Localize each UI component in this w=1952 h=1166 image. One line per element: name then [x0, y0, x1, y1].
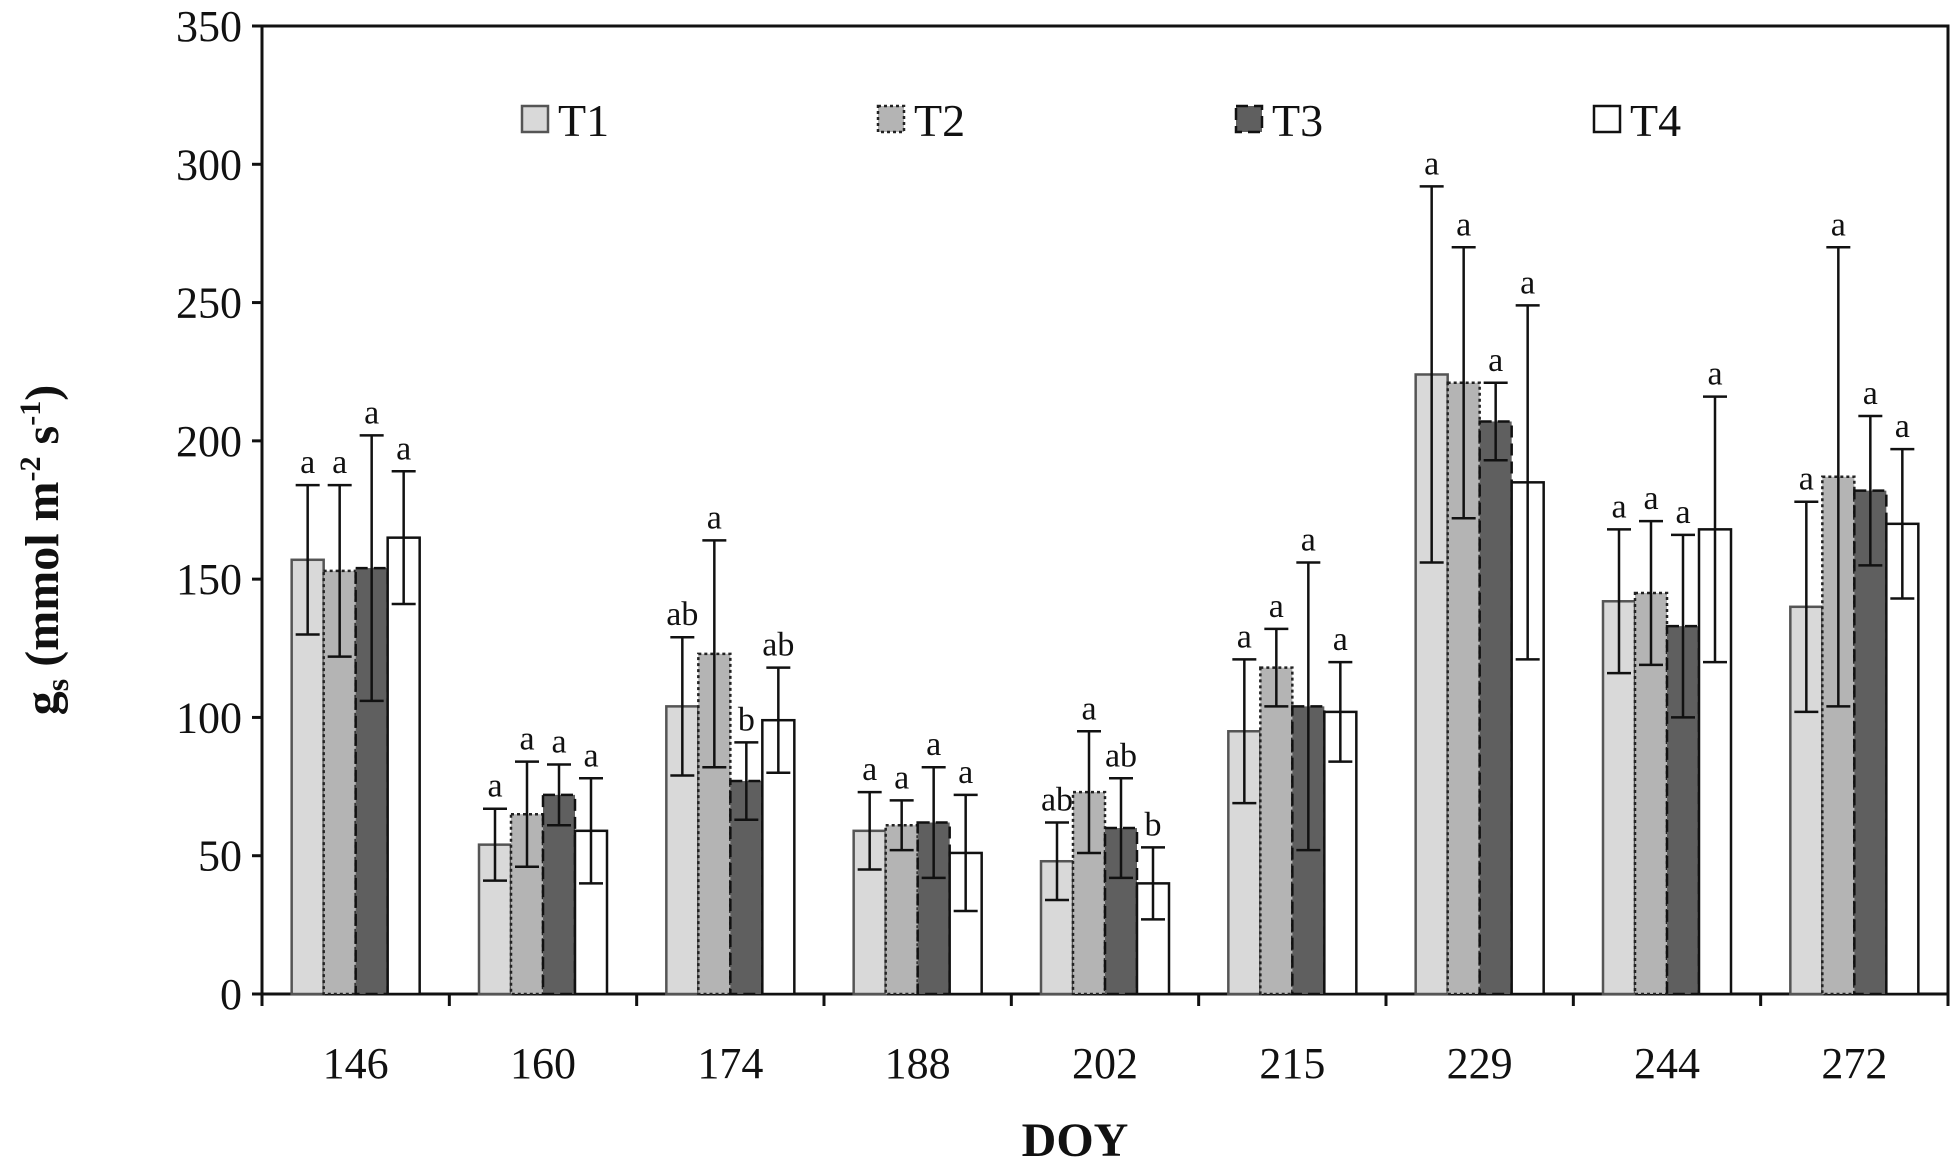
significance-letter: b: [1145, 806, 1162, 843]
significance-letter: ab: [1041, 782, 1073, 819]
y-tick-label: 300: [176, 140, 242, 189]
bar: [1259, 666, 1294, 996]
significance-letter: a: [862, 751, 877, 788]
y-tick-label: 50: [198, 832, 242, 881]
significance-letter: ab: [1105, 737, 1137, 774]
legend-label: T1: [558, 95, 609, 146]
legend-label: T2: [914, 95, 965, 146]
significance-letter: a: [1456, 206, 1471, 243]
significance-letter: a: [1895, 408, 1910, 445]
significance-letter: a: [1520, 264, 1535, 301]
significance-letter: a: [519, 721, 534, 758]
significance-letter: a: [1237, 618, 1252, 655]
legend-swatch: [520, 104, 550, 134]
y-axis-title-close: ): [16, 385, 69, 401]
y-tick-label: 200: [176, 417, 242, 466]
x-tick-label: 229: [1447, 1039, 1513, 1088]
x-tick-label: 174: [697, 1039, 763, 1088]
significance-letter: a: [1301, 522, 1316, 559]
significance-letter: a: [551, 723, 566, 760]
significance-letter: a: [1269, 588, 1284, 625]
significance-letter: a: [1643, 480, 1658, 517]
bar: [1853, 489, 1888, 996]
bar: [1665, 624, 1701, 996]
significance-letter: a: [1799, 461, 1814, 498]
significance-letter: b: [738, 701, 755, 738]
significance-letter: a: [1707, 356, 1722, 393]
legend-label: T4: [1630, 95, 1681, 146]
bar: [386, 536, 421, 996]
x-tick-label: 215: [1259, 1039, 1325, 1088]
significance-letter: ab: [666, 596, 698, 633]
significance-letter: a: [1675, 494, 1690, 531]
significance-letter: a: [364, 394, 379, 431]
y-axis-title-exp2: -1: [14, 401, 47, 426]
significance-letter: a: [583, 737, 598, 774]
y-axis-title-exp1: -2: [14, 456, 47, 481]
bar: [1478, 420, 1513, 996]
y-tick-label: 350: [176, 2, 242, 51]
significance-letter: a: [894, 759, 909, 796]
significance-letter: a: [1863, 375, 1878, 412]
significance-letter: a: [332, 444, 347, 481]
significance-letter: a: [300, 444, 315, 481]
significance-letter: a: [396, 430, 411, 467]
legend-label: T3: [1272, 95, 1323, 146]
y-axis-title-subscript: s: [39, 679, 75, 691]
significance-letter: a: [1488, 342, 1503, 379]
significance-letter: a: [1831, 206, 1846, 243]
significance-letter: a: [1333, 621, 1348, 658]
y-tick-label: 250: [176, 279, 242, 328]
significance-letter: a: [926, 726, 941, 763]
x-tick-label: 160: [510, 1039, 576, 1088]
legend-swatch: [1592, 104, 1622, 134]
y-tick-label: 100: [176, 693, 242, 742]
x-tick-label: 272: [1821, 1039, 1887, 1088]
legend: T1 T2 T3 T4: [520, 95, 1681, 146]
significance-letter: a: [1424, 145, 1439, 182]
error-bars-layer: [295, 185, 1915, 921]
significance-letter: a: [1611, 488, 1626, 525]
x-tick-label: 188: [885, 1039, 951, 1088]
y-axis-title-unit2: s: [16, 426, 69, 457]
legend-swatch: [876, 104, 906, 134]
y-axis-title: gs (mmol m-2 s-1): [14, 385, 75, 715]
x-tick-label: 146: [323, 1039, 389, 1088]
axes-layer: 0 50 100 150 200 250 300 350 146 160 174 188 202 215 2…: [176, 2, 1950, 1088]
significance-letter: a: [1081, 690, 1096, 727]
significance-letter: a: [958, 754, 973, 791]
x-tick-label: 244: [1634, 1039, 1700, 1088]
x-axis-title: DOY: [1022, 1114, 1129, 1166]
bar: [1885, 522, 1920, 996]
significance-letter: a: [707, 499, 722, 536]
significance-letter: ab: [762, 627, 794, 664]
y-tick-label: 0: [220, 970, 242, 1019]
y-axis-title-unit: (mmol m: [16, 481, 69, 678]
y-tick-label: 150: [176, 555, 242, 604]
x-tick-label: 202: [1072, 1039, 1138, 1088]
significance-letter: a: [487, 768, 502, 805]
bars-layer: [290, 373, 1920, 996]
y-axis-title-symbol: g: [16, 691, 69, 715]
legend-swatch: [1234, 104, 1264, 134]
